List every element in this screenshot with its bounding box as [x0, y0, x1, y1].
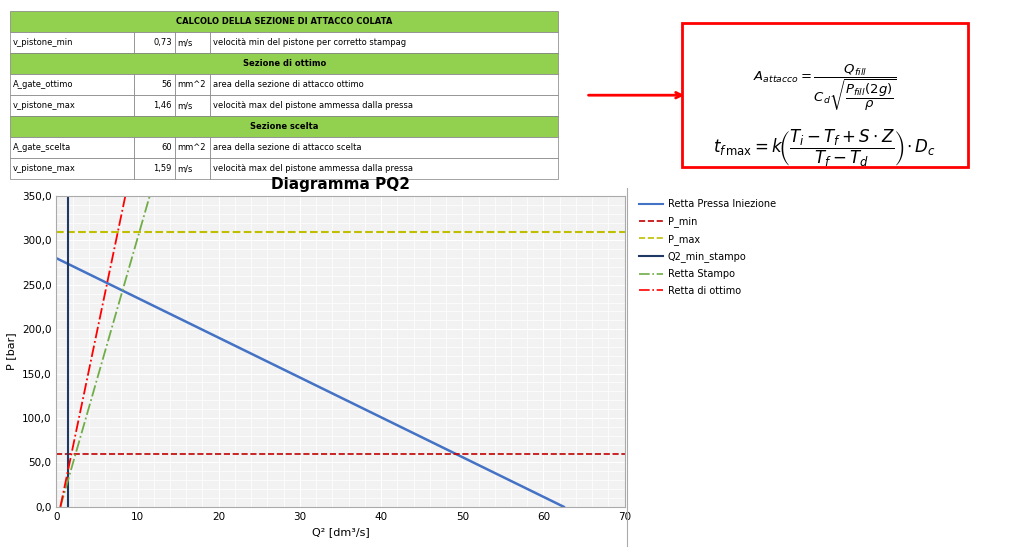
Text: CALCOLO DELLA SEZIONE DI ATTACCO COLATA: CALCOLO DELLA SEZIONE DI ATTACCO COLATA	[176, 17, 392, 26]
Text: v_pistone_max: v_pistone_max	[13, 101, 76, 110]
Legend: Retta Pressa Iniezione, P_min, P_max, Q2_min_stampo, Retta Stampo, Retta di otti: Retta Pressa Iniezione, P_min, P_max, Q2…	[635, 195, 779, 300]
Bar	[10, 11, 558, 32]
Text: area della sezione di attacco ottimo: area della sezione di attacco ottimo	[213, 80, 364, 89]
Bar	[10, 32, 133, 53]
Text: 60: 60	[161, 143, 172, 152]
Bar	[10, 158, 133, 179]
Text: $A_{attacco} = \dfrac{Q_{fill}}{C_d \sqrt{\dfrac{P_{fill}(2g)}{\rho}}}$: $A_{attacco} = \dfrac{Q_{fill}}{C_d \sqr…	[754, 63, 897, 113]
Bar	[174, 32, 210, 53]
Text: Sezione di ottimo: Sezione di ottimo	[243, 59, 326, 68]
Text: v_pistone_min: v_pistone_min	[13, 38, 74, 47]
Bar	[133, 158, 174, 179]
Y-axis label: P [bar]: P [bar]	[6, 333, 16, 370]
Bar	[210, 32, 558, 53]
Text: A_gate_ottimo: A_gate_ottimo	[13, 80, 74, 89]
Text: velocità max del pistone ammessa dalla pressa: velocità max del pistone ammessa dalla p…	[213, 101, 413, 110]
Text: area della sezione di attacco scelta: area della sezione di attacco scelta	[213, 143, 361, 152]
X-axis label: Q² [dm³/s]: Q² [dm³/s]	[311, 527, 370, 537]
Bar	[174, 137, 210, 158]
Text: mm^2: mm^2	[177, 80, 206, 89]
Text: A_gate_scelta: A_gate_scelta	[13, 143, 72, 152]
Bar	[133, 74, 174, 95]
Text: m/s: m/s	[177, 38, 193, 47]
Bar	[210, 158, 558, 179]
Bar	[10, 74, 133, 95]
Bar	[10, 116, 558, 137]
FancyBboxPatch shape	[683, 23, 969, 167]
Text: velocità min del pistone per corretto stampag: velocità min del pistone per corretto st…	[213, 38, 407, 47]
Bar	[133, 32, 174, 53]
Text: 56: 56	[161, 80, 172, 89]
Text: mm^2: mm^2	[177, 143, 206, 152]
Text: m/s: m/s	[177, 164, 193, 173]
Text: 1,46: 1,46	[154, 101, 172, 110]
Bar	[174, 95, 210, 116]
Bar	[133, 137, 174, 158]
Bar	[210, 137, 558, 158]
Text: velocità max del pistone ammessa dalla pressa: velocità max del pistone ammessa dalla p…	[213, 164, 413, 173]
Text: 0,73: 0,73	[154, 38, 172, 47]
Bar	[10, 137, 133, 158]
Bar	[10, 95, 133, 116]
Text: Sezione scelta: Sezione scelta	[250, 122, 318, 131]
Bar	[10, 53, 558, 74]
Text: v_pistone_max: v_pistone_max	[13, 164, 76, 173]
Text: m/s: m/s	[177, 101, 193, 110]
Bar	[210, 74, 558, 95]
Bar	[174, 74, 210, 95]
Bar	[133, 95, 174, 116]
Text: $t_{f\,\mathrm{max}} = k\!\left(\dfrac{T_i - T_f + S \cdot Z}{T_f - T_d}\right)\: $t_{f\,\mathrm{max}} = k\!\left(\dfrac{T…	[713, 128, 936, 169]
Title: Diagramma PQ2: Diagramma PQ2	[271, 177, 410, 192]
Text: 1,59: 1,59	[154, 164, 172, 173]
Bar	[210, 95, 558, 116]
Bar	[174, 158, 210, 179]
